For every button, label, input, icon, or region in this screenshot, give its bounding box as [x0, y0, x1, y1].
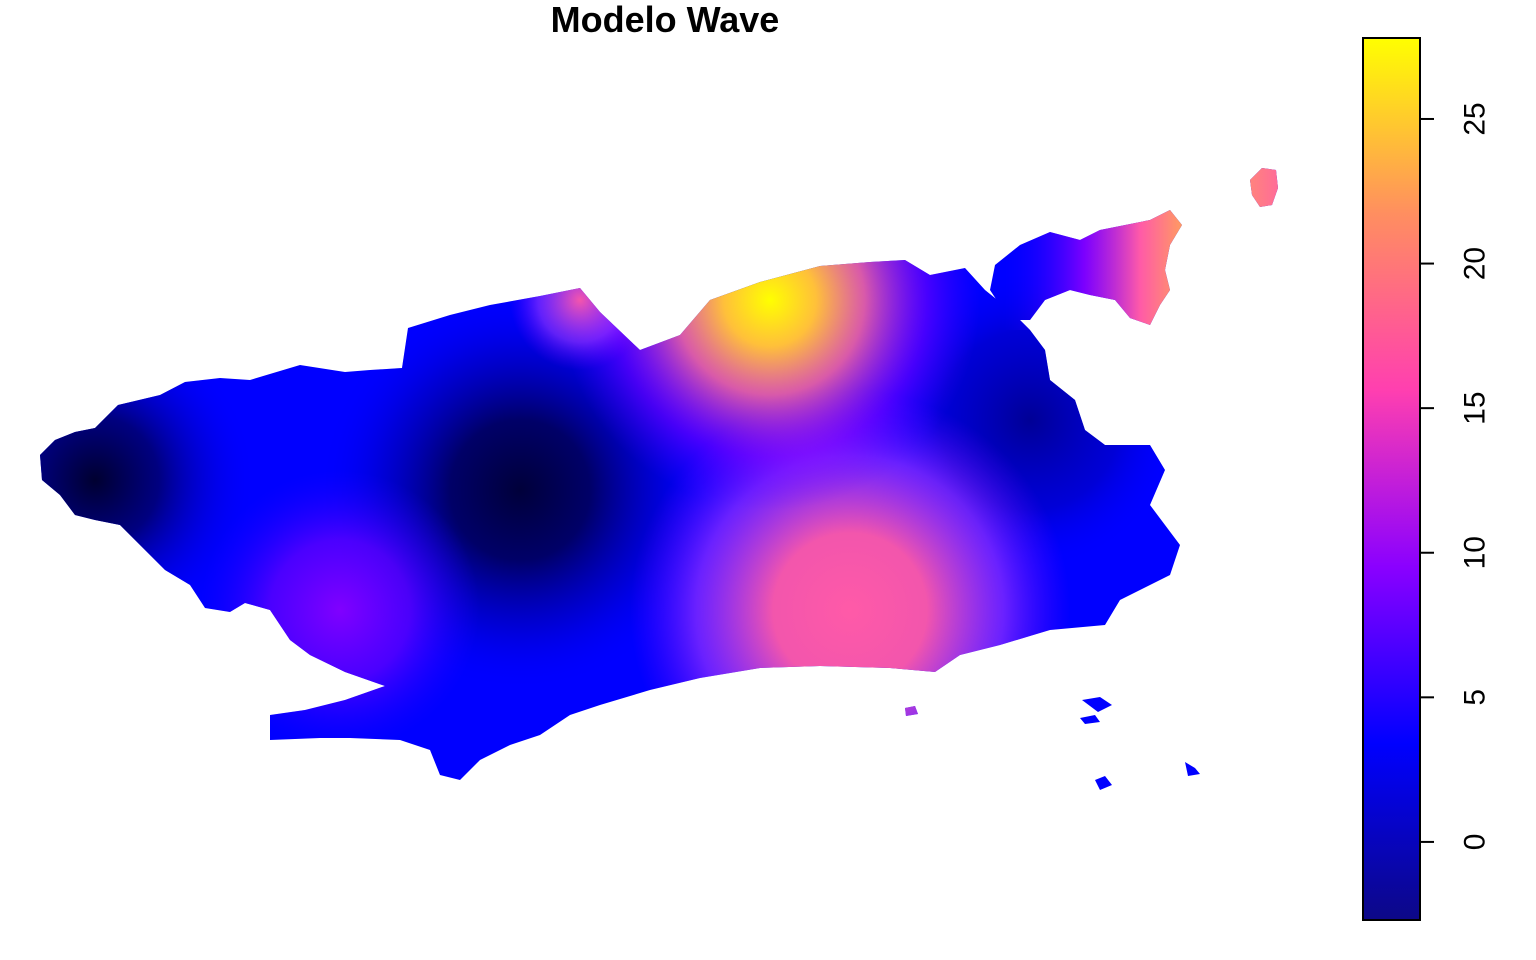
legend: 0 5 10 15 20 25 — [1362, 37, 1492, 921]
legend-ticks: 0 5 10 15 20 25 — [1420, 102, 1492, 850]
legend-colorbar — [1362, 37, 1421, 921]
raster-map — [40, 168, 1278, 790]
map-title: Modelo Wave — [550, 0, 780, 40]
legend-tick-label: 0 — [1459, 834, 1492, 851]
legend-tick-label: 10 — [1459, 536, 1492, 569]
legend-tick-label: 5 — [1459, 689, 1492, 706]
legend-tick-label: 25 — [1459, 102, 1492, 135]
legend-tick-label: 20 — [1459, 247, 1492, 280]
legend-tick-label: 15 — [1459, 391, 1492, 424]
